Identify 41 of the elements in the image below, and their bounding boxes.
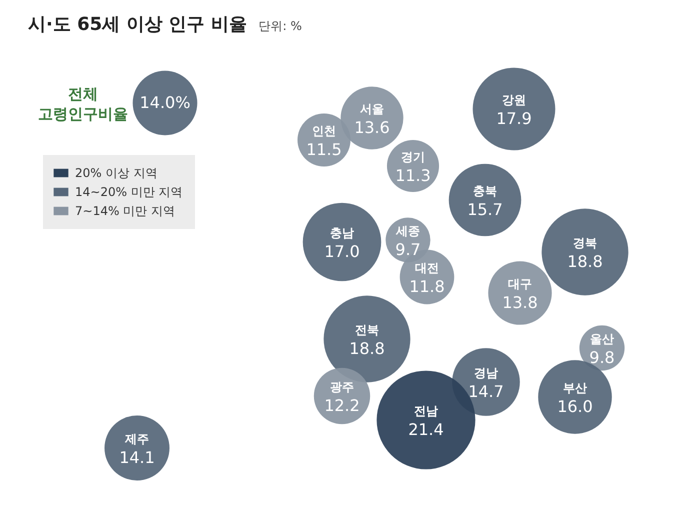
data-label: 17.0 (324, 242, 360, 261)
category-label: 세종 (395, 224, 420, 238)
category-label: 울산 (590, 332, 614, 346)
data-label: 17.9 (496, 109, 532, 128)
category-label: 경북 (573, 236, 597, 250)
category-label: 충북 (473, 184, 497, 198)
data-label: 14.0% (140, 93, 190, 112)
data-label: 18.8 (567, 252, 603, 271)
data-label: 14.7 (468, 382, 504, 401)
category-label: 전북 (355, 323, 379, 337)
data-label: 13.8 (502, 293, 538, 312)
category-label: 전체 고령인구비율 (38, 85, 128, 123)
category-label: 서울 (360, 102, 384, 116)
category-label: 경남 (474, 366, 498, 380)
data-label: 9.7 (395, 240, 421, 259)
legend-label: 14~20% 미만 지역 (75, 185, 183, 199)
text: 시·도 65세 이상 인구 비율 (28, 14, 247, 35)
category-label: 전남 (414, 404, 438, 418)
data-label: 12.2 (324, 396, 360, 415)
data-label: 14.1 (119, 448, 155, 467)
legend-label: 7~14% 미만 지역 (75, 204, 175, 218)
data-label: 11.8 (409, 277, 445, 296)
data-label: 11.5 (306, 140, 342, 159)
data-label: 18.8 (349, 339, 385, 358)
data-label: 16.0 (557, 397, 593, 416)
category-label: 부산 (563, 381, 587, 395)
legend-label: 20% 이상 지역 (75, 166, 158, 180)
data-label: 13.6 (354, 118, 390, 137)
category-label: 광주 (330, 380, 354, 394)
category-label: 대구 (508, 277, 532, 291)
category-label: 대전 (415, 261, 439, 275)
category-label: 제주 (124, 432, 149, 446)
category-label: 인천 (312, 124, 336, 138)
category-label: 충남 (330, 226, 354, 240)
category-label: 경기 (401, 150, 425, 164)
category-label: 강원 (502, 93, 526, 107)
data-label: 15.7 (467, 200, 503, 219)
data-label: 9.8 (589, 348, 615, 367)
data-label: 21.4 (408, 420, 444, 439)
data-label: 11.3 (395, 166, 431, 185)
text: 단위: % (258, 19, 302, 33)
